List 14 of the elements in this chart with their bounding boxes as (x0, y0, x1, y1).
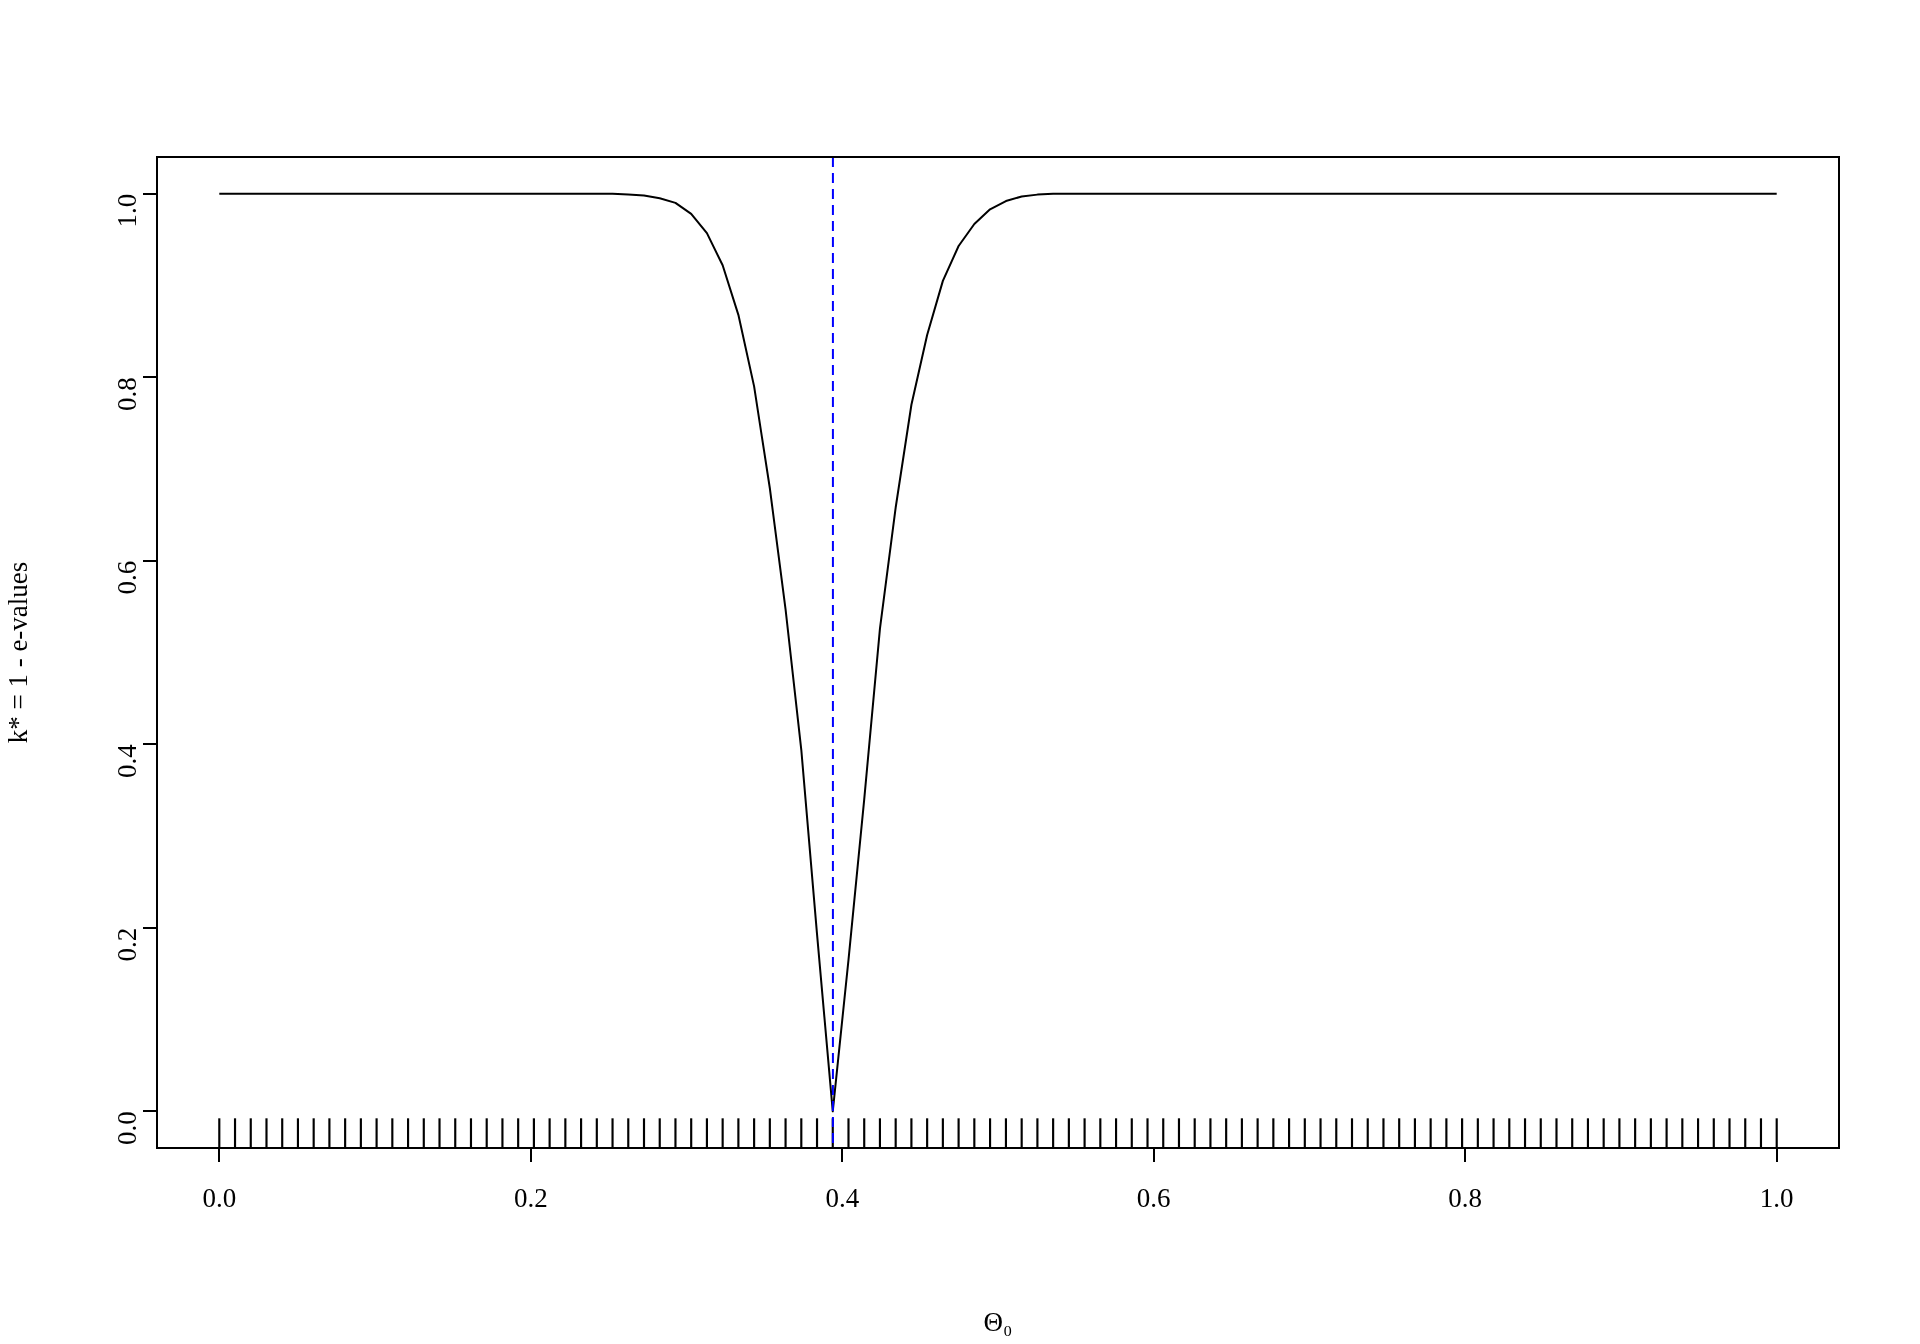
x-tick-label: 0.8 (1448, 1183, 1483, 1214)
y-tick-label: 0.8 (112, 377, 143, 411)
x-tick-label: 0.2 (513, 1183, 548, 1214)
y-tick-label: 0.2 (112, 927, 143, 962)
x-tick-label: 1.0 (1759, 1183, 1794, 1214)
x-tick-label: 0.0 (202, 1183, 237, 1214)
y-tick-label: 0.6 (112, 560, 143, 595)
y-tick-label: 0.4 (112, 743, 143, 779)
y-tick-label: 1.0 (112, 193, 143, 228)
x-axis-title: Θ₀ (983, 1306, 1013, 1337)
x-tick-label: 0.4 (825, 1183, 860, 1214)
y-tick-label: 0.0 (112, 1111, 143, 1146)
x-tick-label: 0.6 (1136, 1183, 1171, 1214)
y-axis-title: k* = 1 - e-values (3, 561, 34, 744)
